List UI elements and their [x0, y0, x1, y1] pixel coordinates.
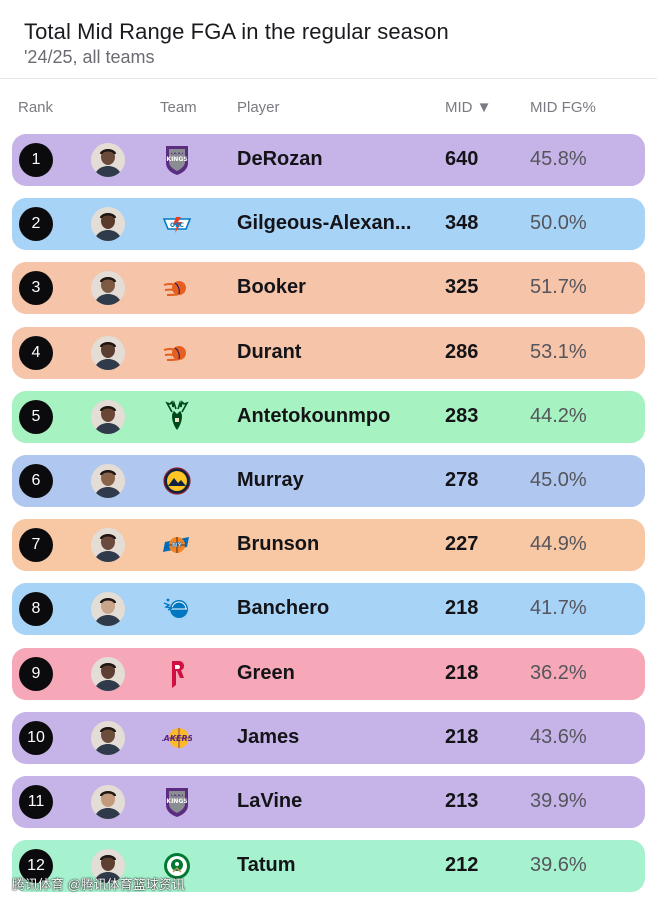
- rank-badge: 4: [19, 335, 53, 370]
- player-name: LaVine: [237, 790, 303, 812]
- magic-logo-icon: [162, 592, 192, 626]
- mid-range-fg-pct-value: 45.8%: [530, 148, 587, 170]
- chart-title: Total Mid Range FGA in the regular seaso…: [24, 19, 449, 44]
- player-name: Tatum: [237, 854, 296, 877]
- mid-range-fg-pct-value: 39.9%: [530, 790, 587, 812]
- rank-badge: 12: [19, 849, 53, 884]
- player-name: Durant: [237, 340, 302, 363]
- rank-badge: 9: [19, 656, 53, 691]
- svg-text:KINGS: KINGS: [166, 798, 187, 805]
- table-row[interactable]: 3 Booker 325 51.7%: [12, 262, 645, 315]
- player-name: Murray: [237, 469, 304, 491]
- player-avatar: [91, 592, 125, 627]
- player-name: Brunson: [237, 533, 320, 556]
- thunder-logo-icon: OKC: [162, 207, 192, 241]
- mid-range-fga-value: 218: [445, 661, 479, 684]
- mid-range-fg-pct-value: 43.6%: [530, 725, 587, 748]
- table-row[interactable]: 4 Durant 286 53.1%: [12, 326, 645, 379]
- player-avatar: [91, 399, 125, 434]
- celtics-logo-icon: [162, 849, 192, 883]
- player-avatar: [91, 849, 125, 884]
- player-avatar: [91, 720, 125, 755]
- mid-range-fg-pct-value: 44.2%: [530, 404, 587, 427]
- table-row[interactable]: 1 KINGS DeRozan 640 45.8%: [12, 134, 645, 186]
- player-name: Antetokounmpo: [237, 404, 391, 427]
- chart-subtitle: '24/25, all teams: [24, 47, 155, 67]
- kings-logo-icon: KINGS: [162, 143, 192, 177]
- knicks-logo-icon: NY: [162, 528, 192, 562]
- table-row[interactable]: 12 Tatum 212 39.6%: [12, 840, 645, 893]
- svg-text:NY: NY: [172, 541, 182, 549]
- player-name: Booker: [237, 276, 306, 299]
- player-avatar: [91, 271, 125, 306]
- table-row[interactable]: 5 Antetokounmpo 283 44.2%: [12, 390, 645, 443]
- player-name: James: [237, 725, 300, 748]
- mid-range-fga-value: 218: [445, 597, 479, 620]
- mid-range-fga-value: 325: [445, 276, 479, 299]
- bucks-logo-icon: [162, 399, 192, 434]
- mid-range-fga-value: 227: [445, 533, 479, 556]
- table-row[interactable]: 10 LAKERS James 218 43.6%: [12, 711, 645, 764]
- svg-text:OKC: OKC: [170, 222, 184, 229]
- player-name: Gilgeous-Alexan...: [237, 212, 412, 235]
- suns-logo-icon: [162, 336, 192, 370]
- player-avatar: [91, 464, 125, 498]
- mid-range-fga-value: 286: [445, 340, 479, 363]
- mid-range-fg-pct-value: 50.0%: [530, 212, 587, 235]
- rank-badge: 7: [19, 528, 53, 563]
- header-divider: [0, 78, 657, 79]
- chart-header: Total Mid Range FGA in the regular seaso…: [24, 18, 449, 68]
- table-row[interactable]: 8 Banchero 218 41.7%: [12, 583, 645, 636]
- mid-range-fg-pct-value: 51.7%: [530, 276, 587, 299]
- player-avatar: [91, 785, 125, 819]
- lakers-logo-icon: LAKERS: [162, 721, 192, 755]
- mid-range-fga-value: 640: [445, 148, 479, 170]
- table-row[interactable]: 9 Green 218 36.2%: [12, 647, 645, 700]
- kings-logo-icon: KINGS: [162, 785, 192, 819]
- rank-badge: 1: [19, 143, 53, 177]
- watermark: 腾讯体育 @腾讯体育篮球资讯: [12, 877, 185, 892]
- player-name: Green: [237, 661, 295, 684]
- table-row[interactable]: 11 KINGS LaVine 213 39.9%: [12, 776, 645, 828]
- rank-badge: 8: [19, 592, 53, 627]
- mid-range-fga-value: 213: [445, 790, 479, 812]
- rank-badge: 10: [19, 720, 53, 755]
- mid-range-fg-pct-value: 44.9%: [530, 533, 587, 556]
- mid-range-fga-value: 278: [445, 469, 479, 491]
- player-avatar: [91, 143, 125, 177]
- nuggets-logo-icon: [162, 464, 192, 498]
- table-row[interactable]: 2 OKC Gilgeous-Alexan... 348 50.0%: [12, 198, 645, 251]
- player-avatar: [91, 528, 125, 563]
- mid-range-fga-value: 212: [445, 854, 479, 877]
- svg-text:LAKERS: LAKERS: [162, 734, 192, 743]
- column-header-team[interactable]: Team: [160, 99, 197, 116]
- svg-text:KINGS: KINGS: [166, 156, 187, 163]
- rank-badge: 11: [19, 785, 53, 819]
- mid-range-fg-pct-value: 41.7%: [530, 597, 587, 620]
- column-header-mid-fg-pct[interactable]: MID FG%: [530, 99, 596, 116]
- column-header-rank[interactable]: Rank: [18, 99, 54, 116]
- column-header-player[interactable]: Player: [237, 99, 280, 116]
- mid-range-fg-pct-value: 39.6%: [530, 854, 587, 877]
- mid-range-fg-pct-value: 36.2%: [530, 661, 587, 684]
- table-row[interactable]: 7 NY Brunson 227 44.9%: [12, 519, 645, 572]
- mid-range-fga-value: 348: [445, 212, 479, 235]
- mid-range-fg-pct-value: 53.1%: [530, 340, 587, 363]
- rank-badge: 3: [19, 271, 53, 306]
- rank-badge: 5: [19, 399, 53, 434]
- rockets-logo-icon: [162, 657, 192, 691]
- player-name: Banchero: [237, 597, 330, 620]
- mid-range-fga-value: 218: [445, 725, 479, 748]
- rank-badge: 2: [19, 207, 53, 242]
- suns-logo-icon: [162, 271, 192, 305]
- column-header-mid[interactable]: MID ▼: [445, 99, 492, 116]
- player-name: DeRozan: [237, 148, 323, 170]
- player-avatar: [91, 207, 125, 242]
- mid-range-fga-value: 283: [445, 404, 479, 427]
- rank-badge: 6: [19, 464, 53, 498]
- player-avatar: [91, 656, 125, 691]
- player-avatar: [91, 335, 125, 370]
- table-row[interactable]: 6 Murray 278 45.0%: [12, 455, 645, 507]
- mid-range-fg-pct-value: 45.0%: [530, 469, 587, 491]
